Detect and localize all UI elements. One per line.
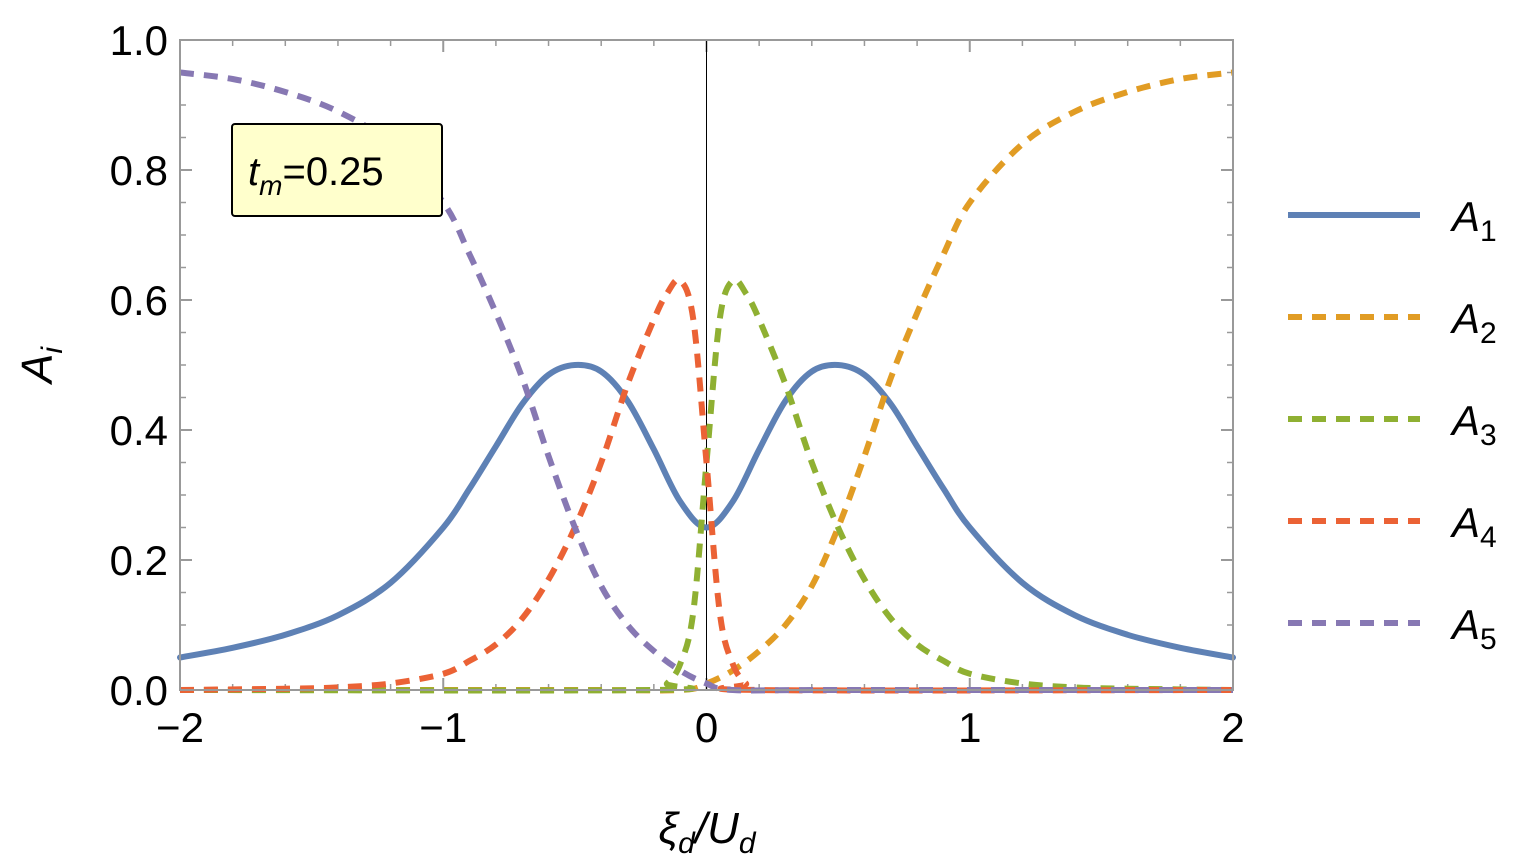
legend-label-2: A2 [1449,295,1497,350]
y-axis-label-sub: i [36,346,69,354]
series-line-2 [179,69,1234,694]
legend-label-main: A [1449,499,1480,546]
x-tick-label: 0 [695,704,718,751]
x-axis-label-sub: d [678,827,696,858]
legend-label-4: A4 [1449,499,1497,554]
y-tick-label: 0.4 [110,407,168,454]
annotation-sub: m [259,170,282,201]
x-tick-label: 2 [1221,704,1244,751]
y-tick-label: 0.2 [110,537,168,584]
annotation-main: t [248,150,261,194]
legend-label-sub: 5 [1480,623,1497,656]
y-tick-label: 1.0 [110,17,168,64]
series-line-1 [177,361,1236,661]
x-axis-label: ξd/Ud [658,804,756,858]
legend-label-1: A1 [1449,193,1497,248]
x-tick-label: 1 [958,704,981,751]
annotation-text: tm=0.25 [248,150,384,201]
x-tick-label: −1 [419,704,467,751]
legend-label-sub: 2 [1480,317,1497,350]
x-tick-labels: −2 −1 0 1 2 [156,704,1245,751]
y-tick-labels: 0.0 0.2 0.4 0.6 0.8 1.0 [110,17,168,714]
legend-label-sub: 3 [1480,419,1497,452]
x-axis-label-main2: U [707,804,739,853]
series-line-3 [179,276,1234,694]
plot-frame [179,39,1234,691]
legend-label-sub: 4 [1480,521,1497,554]
x-axis-label-sep: / [692,804,711,853]
y-tick-label: 0.8 [110,147,168,194]
annotation-box: tm=0.25 [231,123,443,217]
legend-label-sub: 1 [1480,215,1497,248]
x-axis-label-sub2: d [739,827,757,858]
y-axis-label: Ai [13,346,69,386]
legend-label-main: A [1449,397,1480,444]
y-tick-label: 0.0 [110,667,168,714]
legend-label-5: A5 [1449,601,1497,656]
x-axis-label-main: ξ [658,804,680,853]
x-tick-label: −2 [156,704,204,751]
legend-label-3: A3 [1449,397,1497,452]
legend-label-main: A [1449,193,1480,240]
y-axis-label-main: A [13,354,62,386]
legend-label-main: A [1449,601,1480,648]
y-tick-label: 0.6 [110,277,168,324]
legend-label-main: A [1449,295,1480,342]
annotation-rest: =0.25 [282,150,383,194]
annotation-background [231,123,443,217]
